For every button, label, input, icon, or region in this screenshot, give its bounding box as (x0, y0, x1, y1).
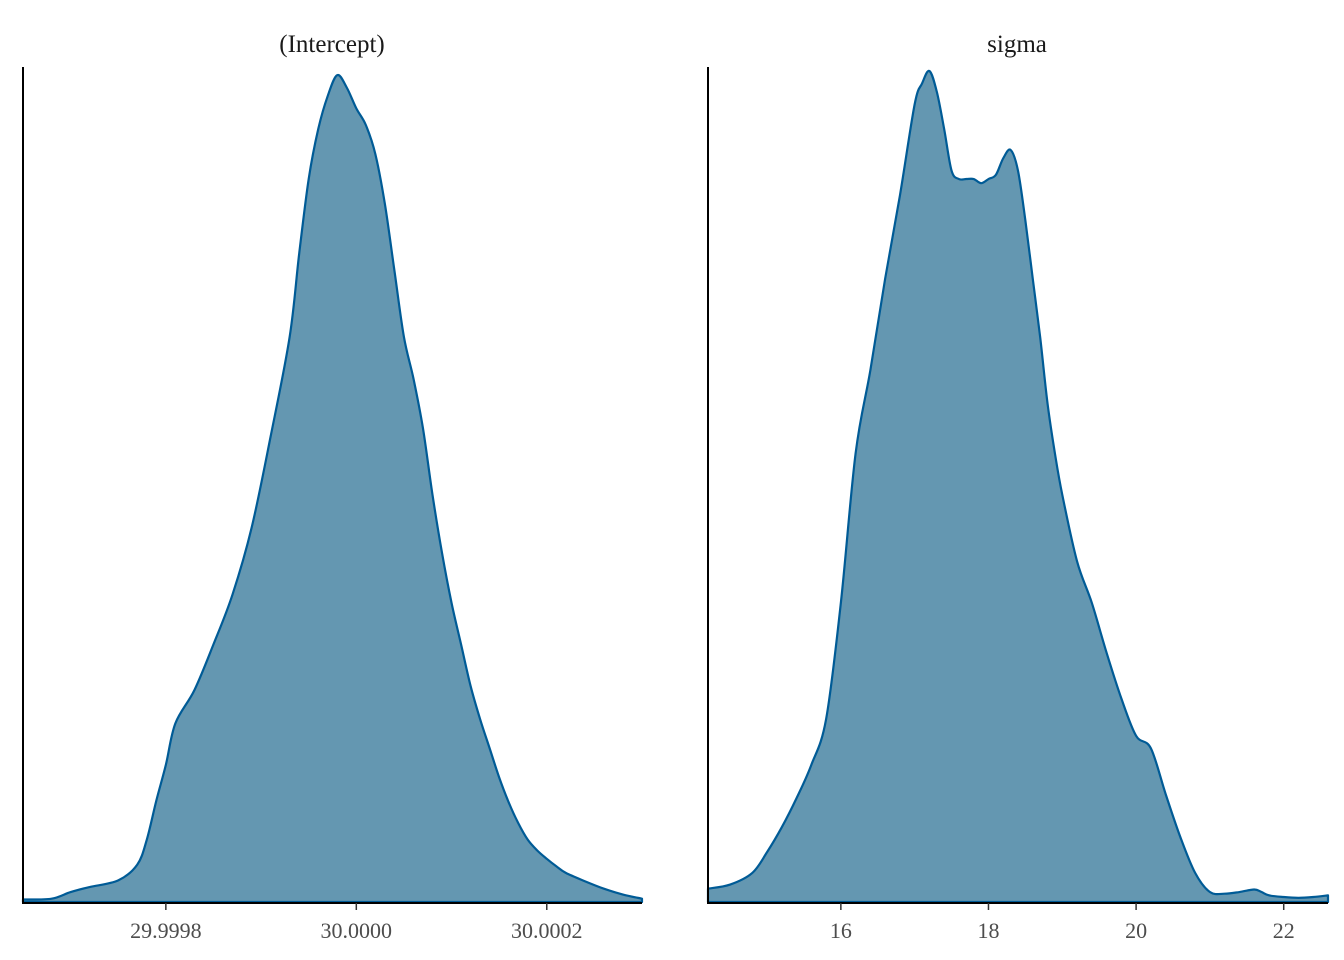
sigma-density-area (706, 69, 1330, 904)
intercept-density-area (21, 73, 644, 904)
sigma-x-ticks: 16 18 20 22 (830, 903, 1295, 943)
intercept-panel-title: (Intercept) (279, 31, 384, 58)
intercept-x-tick-label: 29.9998 (130, 918, 202, 943)
intercept-density-panel: (Intercept) 29.9998 30.0000 30.0002 (21, 31, 644, 943)
sigma-density-marks (706, 69, 1330, 904)
intercept-x-ticks: 29.9998 30.0000 30.0002 (130, 903, 583, 943)
intercept-density-marks (21, 73, 644, 904)
sigma-x-tick-label: 22 (1273, 918, 1295, 943)
sigma-x-tick-label: 16 (830, 918, 852, 943)
sigma-x-tick-label: 18 (977, 918, 999, 943)
intercept-x-tick-label: 30.0002 (511, 918, 583, 943)
sigma-x-tick-label: 20 (1125, 918, 1147, 943)
sigma-panel-title: sigma (987, 31, 1047, 58)
sigma-density-panel: sigma 16 18 20 22 (706, 31, 1330, 943)
intercept-x-tick-label: 30.0000 (321, 918, 393, 943)
